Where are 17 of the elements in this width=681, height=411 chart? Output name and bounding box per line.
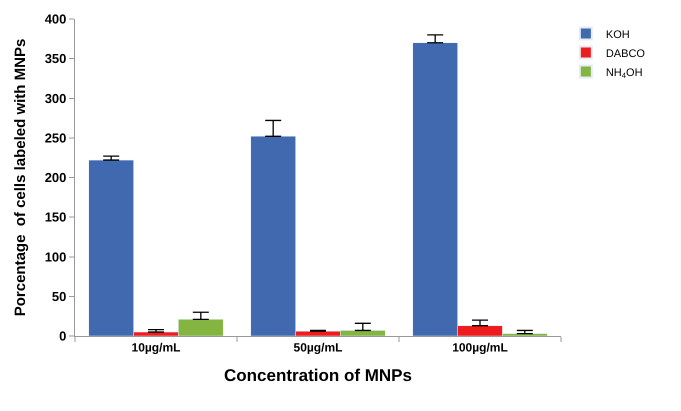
y-tick-label: 0: [59, 328, 66, 344]
y-tick-label: 100: [44, 249, 66, 264]
y-tick-label: 400: [44, 12, 66, 27]
legend-label: KOH: [606, 28, 630, 41]
legend-label: NH$_{4}$OH: [606, 66, 643, 80]
y-tick-label: 250: [44, 130, 66, 146]
y-tick-label: 200: [44, 170, 66, 186]
y-tick-label: 300: [44, 90, 66, 106]
y-tick-label: 350: [44, 51, 66, 66]
x-tick-label: 100µg/mL: [452, 340, 508, 354]
legend-label: DABCO: [606, 48, 646, 60]
y-tick-label: 150: [44, 210, 66, 225]
y-axis-title: Porcentage of cells labeled with MNPs: [12, 38, 29, 316]
x-tick-label: 10µg/mL: [132, 340, 180, 354]
y-tick-label: 50: [52, 288, 66, 304]
x-axis-title: Concentration of MNPs: [224, 366, 412, 385]
x-tick-label: 50µg/mL: [294, 340, 342, 354]
